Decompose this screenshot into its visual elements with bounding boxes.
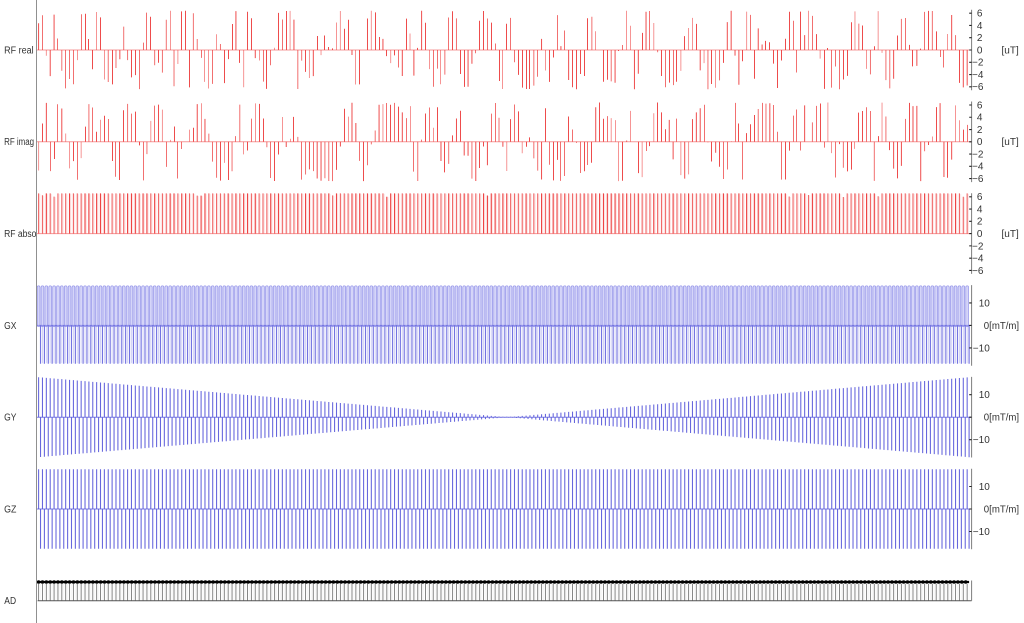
svg-text:−2: −2 xyxy=(972,149,984,160)
svg-text:2: 2 xyxy=(977,33,983,44)
svg-text:−4: −4 xyxy=(972,254,984,265)
svg-text:GY: GY xyxy=(4,413,17,424)
svg-text:0: 0 xyxy=(977,137,983,148)
svg-text:RF imag: RF imag xyxy=(4,137,34,148)
svg-text:4: 4 xyxy=(977,113,983,124)
svg-text:6: 6 xyxy=(977,100,983,111)
svg-text:−2: −2 xyxy=(972,58,984,69)
svg-text:0[mT/m]: 0[mT/m] xyxy=(984,504,1020,515)
svg-text:AD: AD xyxy=(4,596,16,607)
svg-text:10: 10 xyxy=(979,298,991,309)
svg-text:[uT]: [uT] xyxy=(1002,45,1019,56)
svg-text:2: 2 xyxy=(977,217,983,228)
svg-text:10: 10 xyxy=(979,482,991,493)
svg-text:−6: −6 xyxy=(972,266,984,277)
svg-text:0: 0 xyxy=(977,45,983,56)
svg-text:[uT]: [uT] xyxy=(1002,137,1019,148)
svg-text:RF real: RF real xyxy=(4,45,33,56)
svg-text:0[mT/m]: 0[mT/m] xyxy=(984,413,1020,424)
svg-text:GX: GX xyxy=(4,321,17,332)
svg-text:−10: −10 xyxy=(973,435,990,446)
svg-text:−6: −6 xyxy=(972,174,984,185)
svg-text:2: 2 xyxy=(977,125,983,136)
svg-text:−10: −10 xyxy=(973,527,990,538)
svg-text:[uT]: [uT] xyxy=(1002,229,1019,240)
svg-text:4: 4 xyxy=(977,21,983,32)
svg-text:10: 10 xyxy=(979,390,991,401)
svg-text:6: 6 xyxy=(977,9,983,20)
svg-text:RF abso: RF abso xyxy=(4,229,37,240)
svg-text:0[mT/m]: 0[mT/m] xyxy=(984,321,1020,332)
svg-text:−6: −6 xyxy=(972,82,984,93)
svg-text:6: 6 xyxy=(977,192,983,203)
svg-text:−4: −4 xyxy=(972,70,984,81)
svg-text:−2: −2 xyxy=(972,241,984,252)
svg-text:4: 4 xyxy=(977,204,983,215)
svg-text:0: 0 xyxy=(977,229,983,240)
svg-text:−4: −4 xyxy=(972,162,984,173)
svg-text:GZ: GZ xyxy=(4,504,16,515)
svg-text:−10: −10 xyxy=(973,343,990,354)
